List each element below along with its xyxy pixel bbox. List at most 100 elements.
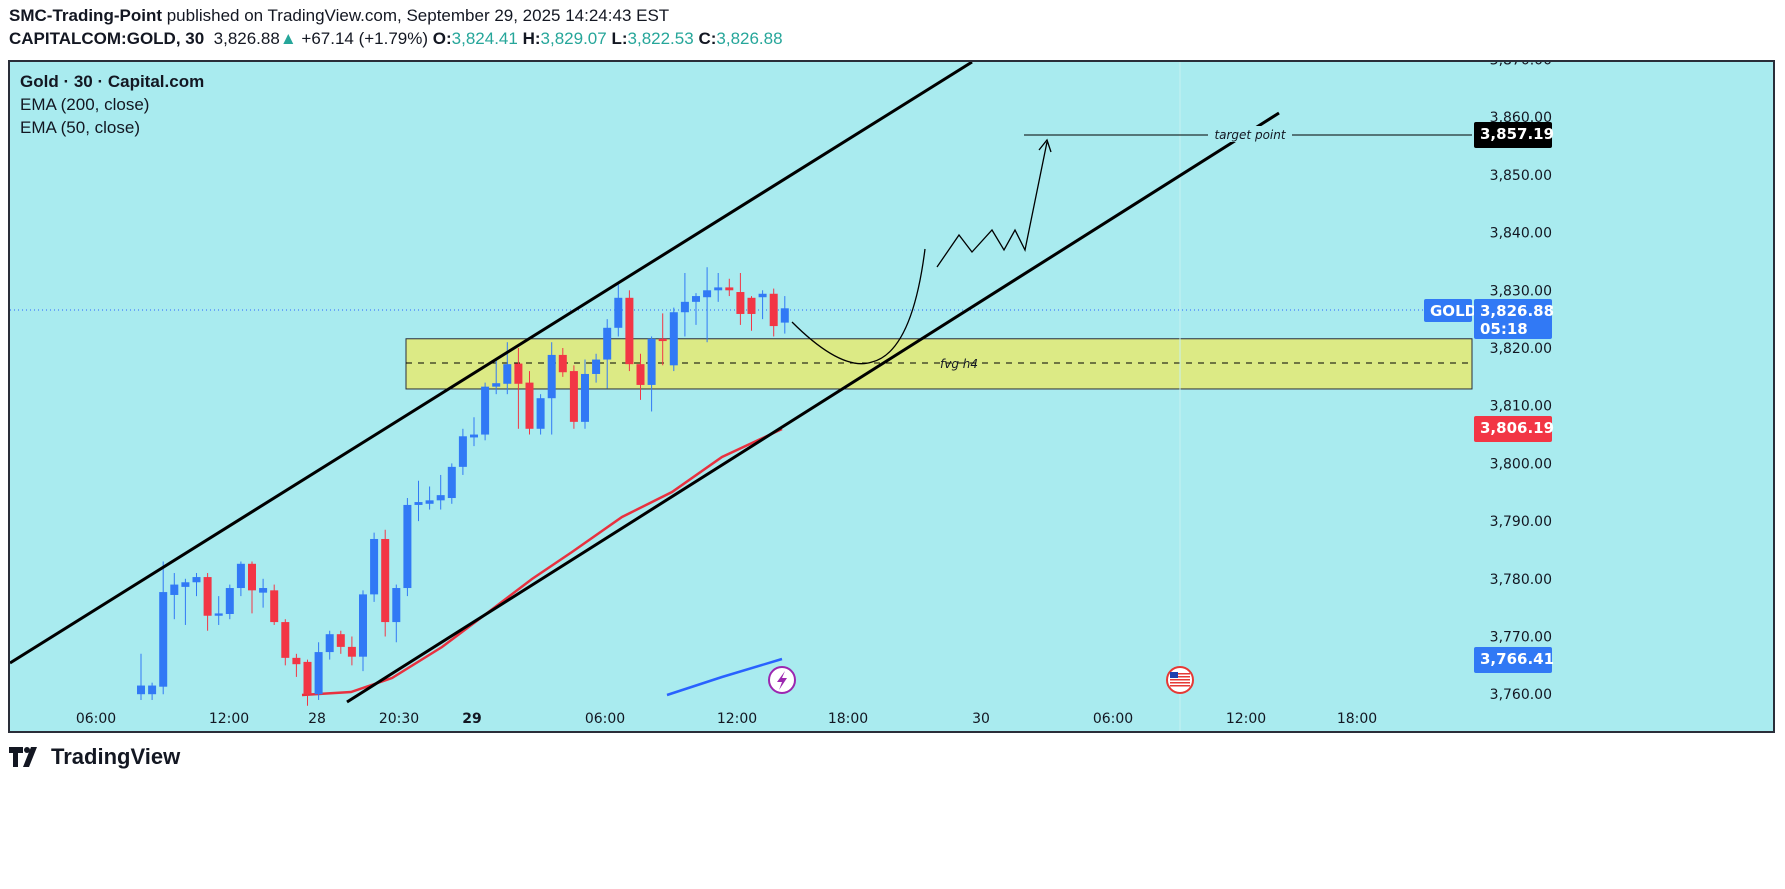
candle-up — [470, 434, 478, 438]
x-tick-label: 06:00 — [76, 711, 116, 727]
lightning-glyph — [777, 671, 787, 690]
candle-down — [347, 646, 356, 657]
ema200-badge-bg — [1474, 647, 1552, 673]
legend-title[interactable]: Gold · 30 · Capital.com — [20, 72, 205, 91]
ema200-line — [666, 657, 783, 697]
candle-down — [203, 577, 212, 616]
candle-down — [270, 590, 279, 623]
high-label: H: — [522, 29, 541, 48]
ema50-badge: 3,806.19 — [1480, 419, 1554, 437]
y-tick-label: 3,830.00 — [1490, 283, 1552, 299]
author[interactable]: SMC-Trading-Point — [9, 6, 162, 25]
ohlc-bar: CAPITALCOM:GOLD, 30 3,826.88▲ +67.14 (+1… — [9, 29, 783, 49]
candle-up — [714, 287, 723, 291]
legend: Gold · 30 · Capital.com EMA (200, close)… — [20, 70, 204, 139]
y-tick-label: 3,850.00 — [1490, 168, 1552, 184]
legend-ema200[interactable]: EMA (200, close) — [20, 95, 150, 114]
candle-up — [436, 495, 445, 501]
flag-stripe — [1170, 682, 1190, 684]
current-price-badge: 3,826.88 — [1480, 302, 1554, 320]
ema50-badge-bg — [1474, 416, 1552, 442]
candle-up — [148, 685, 157, 695]
target-label: target point — [1214, 128, 1286, 142]
flag-stripe — [1170, 679, 1190, 681]
y-tick-label: 3,820.00 — [1490, 341, 1552, 357]
candle-up — [603, 327, 612, 360]
x-tick-label: 12:00 — [1226, 711, 1266, 727]
candle-up — [414, 502, 423, 505]
legend-ema50[interactable]: EMA (50, close) — [20, 118, 140, 137]
candle-up — [758, 293, 767, 298]
target-price-badge: 3,857.19 — [1480, 125, 1554, 143]
candle-up — [425, 500, 434, 504]
candle-up — [447, 466, 456, 499]
candle-up — [359, 594, 367, 657]
candle-up — [392, 588, 401, 623]
y-tick-label: 3,770.00 — [1490, 630, 1552, 646]
candle-down — [658, 338, 667, 342]
x-tick-label: 12:00 — [717, 711, 757, 727]
x-tick-label: 18:00 — [828, 711, 868, 727]
flag-stripe — [1170, 676, 1190, 678]
x-tick-label: 12:00 — [209, 711, 249, 727]
tradingview-logo[interactable]: TradingView — [9, 744, 180, 770]
flag-stripe — [1170, 685, 1190, 687]
candle-up — [192, 577, 201, 583]
y-tick-label: 3,800.00 — [1490, 456, 1552, 472]
candle-down — [747, 297, 756, 314]
candle-up — [370, 538, 379, 595]
candle-up — [780, 308, 789, 323]
candle-down — [514, 363, 523, 384]
candle-up — [536, 398, 545, 429]
ema200-badge: 3,766.41 — [1480, 650, 1554, 668]
candle-up — [314, 652, 323, 695]
change: +67.14 (+1.79%) — [301, 29, 429, 48]
y-tick-label: 3,790.00 — [1490, 514, 1552, 530]
close-value: 3,826.88 — [716, 29, 783, 48]
candle-up — [614, 297, 623, 328]
candle-down — [292, 657, 301, 665]
low-value: 3,822.53 — [627, 29, 694, 48]
channel-lower-line — [346, 111, 1280, 704]
candle-up — [159, 592, 168, 687]
brand: TradingView — [51, 744, 181, 769]
open-value: 3,824.41 — [451, 29, 518, 48]
last-price: 3,826.88 — [213, 29, 280, 48]
candle-down — [569, 371, 578, 422]
symbol-badge-bg — [1424, 299, 1472, 322]
y-tick-label: 3,810.00 — [1490, 399, 1552, 415]
candle-up — [680, 301, 689, 313]
x-tick-label: 20:30 — [379, 711, 419, 727]
x-tick-label: 06:00 — [1093, 711, 1133, 727]
candle-up — [503, 364, 512, 384]
candle-up — [225, 588, 234, 614]
candle-up — [692, 296, 700, 302]
x-tick-label: 06:00 — [585, 711, 625, 727]
low-label: L: — [611, 29, 628, 48]
x-tick-label: 30 — [972, 711, 990, 727]
candle-up — [547, 354, 556, 399]
symbol-badge: GOLD — [1430, 302, 1477, 320]
x-tick-label: 18:00 — [1337, 711, 1377, 727]
candle-up — [236, 563, 245, 589]
candle-up — [647, 338, 656, 385]
high-value: 3,829.07 — [540, 29, 607, 48]
candle-down — [381, 538, 390, 623]
candle-down — [336, 634, 345, 647]
candle-down — [558, 354, 567, 373]
candle-up — [259, 588, 268, 593]
flag-stripe — [1170, 673, 1190, 675]
candle-up — [592, 359, 601, 374]
fvg-label: fvg h4 — [940, 357, 978, 371]
y-tick-label: 3,840.00 — [1490, 226, 1552, 242]
close-label: C: — [698, 29, 717, 48]
candle-down — [625, 297, 634, 365]
y-tick-label: 3,760.00 — [1490, 687, 1552, 703]
flag-canton — [1170, 672, 1178, 678]
arrowhead-icon — [1038, 138, 1052, 153]
candle-down — [769, 293, 778, 327]
publish-text: published on TradingView.com, September … — [166, 6, 670, 25]
candle-up — [703, 290, 712, 298]
